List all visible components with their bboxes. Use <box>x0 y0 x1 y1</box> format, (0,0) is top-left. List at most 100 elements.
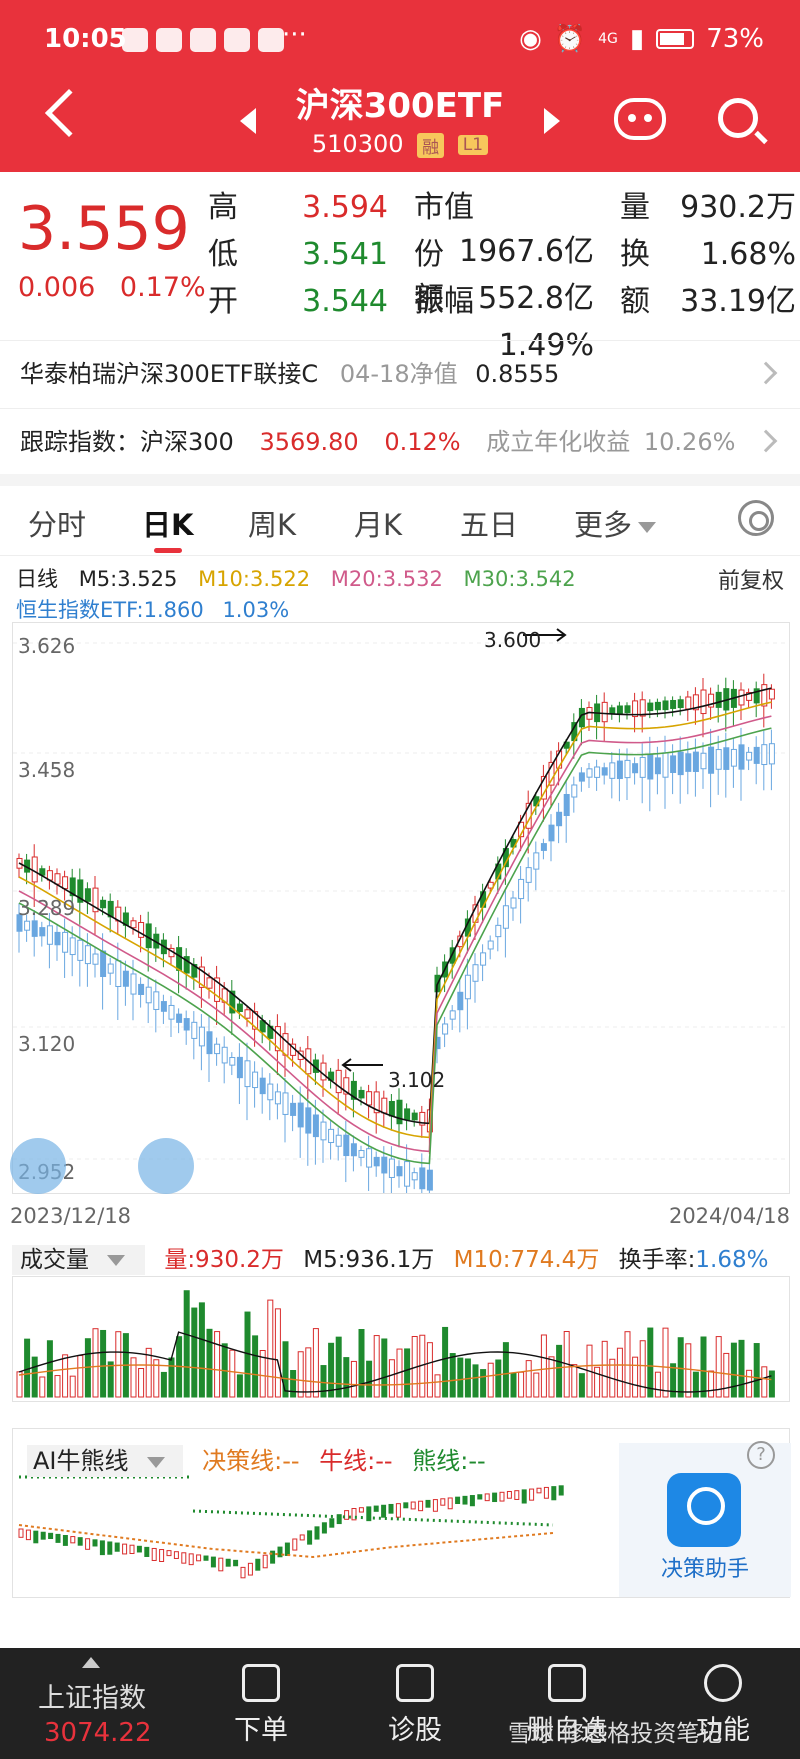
ai-candle <box>225 1558 231 1567</box>
compare-candle <box>153 991 160 1010</box>
ai-selector[interactable]: AI牛熊线 <box>27 1445 183 1477</box>
kline-candle <box>282 1033 289 1056</box>
kline-candle <box>206 977 213 989</box>
change-value: 0.006 <box>18 272 96 303</box>
compare-candle <box>616 760 623 780</box>
ai-candle <box>381 1504 387 1518</box>
ai-candle <box>403 1502 409 1509</box>
compare-candle <box>540 843 547 851</box>
app-notif-icon <box>224 28 250 52</box>
compare-candle <box>381 1156 388 1174</box>
adjust-mode[interactable]: 前复权 <box>717 569 784 594</box>
kline-candle <box>677 699 684 709</box>
ai-candle <box>321 1522 327 1534</box>
compare-candle <box>191 1021 198 1039</box>
compare-candle <box>176 1013 183 1023</box>
ai-candle <box>99 1540 105 1556</box>
next-stock-icon[interactable] <box>544 108 560 134</box>
order-button[interactable]: 下单 <box>206 1664 316 1747</box>
high-annotation: 3.600 <box>484 628 542 652</box>
index-label[interactable]: 上证指数 <box>38 1683 146 1714</box>
tab-five-day[interactable]: 五日 <box>460 508 519 542</box>
ai-candle <box>70 1536 76 1544</box>
volume-bar <box>69 1375 76 1398</box>
tracking-pct: 0.12% <box>384 428 461 456</box>
compare-candle <box>130 973 137 995</box>
prev-stock-icon[interactable] <box>240 108 256 134</box>
diagnose-button[interactable]: 诊股 <box>360 1664 470 1747</box>
search-icon[interactable] <box>718 98 758 138</box>
compare-candle <box>738 744 745 770</box>
y-tick: 3.458 <box>18 758 76 782</box>
tab-more[interactable]: 更多 <box>574 502 657 544</box>
volume-bar <box>335 1336 342 1398</box>
tab-intraday[interactable]: 分时 <box>28 508 87 542</box>
tracking-row[interactable]: 跟踪指数：沪深300 3569.80 0.12% 成立年化收益 10.26% <box>0 408 800 474</box>
stat-turnover: 换 1.68% <box>620 237 796 272</box>
ai-candle <box>440 1498 446 1506</box>
compare-candle <box>100 950 107 978</box>
volume-bar <box>518 1371 525 1398</box>
ai-candle <box>551 1486 557 1501</box>
compare-name: 恒生指数ETF:1.860 <box>16 598 204 622</box>
expand-circle-icon[interactable] <box>10 1138 66 1194</box>
ai-candle <box>299 1534 305 1541</box>
fullscreen-circle-icon[interactable] <box>138 1138 194 1194</box>
ai-candle <box>506 1490 512 1499</box>
volume-bar <box>229 1349 236 1398</box>
tracking-value: 3569.80 <box>259 428 359 456</box>
remove-watchlist-label: 删自选 <box>526 1715 608 1746</box>
volume-bar <box>670 1363 677 1398</box>
ai-candle <box>447 1497 453 1510</box>
volume-bar <box>761 1366 768 1398</box>
ai-candle <box>536 1487 542 1494</box>
ai-candle <box>344 1510 350 1520</box>
tab-daily-k[interactable]: 日K <box>142 508 194 542</box>
compare-candle <box>746 751 753 761</box>
volume-bar <box>206 1328 213 1398</box>
change-pct: 0.17% <box>119 272 206 303</box>
linked-fund-row[interactable]: 华泰柏瑞沪深300ETF联接C 04-18净值 0.8555 <box>0 340 800 406</box>
robot-icon[interactable] <box>614 98 666 140</box>
annual-label: 成立年化收益 <box>486 428 631 456</box>
compare-candle <box>350 1143 357 1157</box>
header: 10:05 ··· ◉ ⏰ 4G ▮ 73% 沪深300ETF 510300 融… <box>0 0 800 172</box>
volume-bar <box>312 1328 319 1398</box>
ai-candle <box>262 1554 268 1569</box>
volume-bar <box>639 1340 646 1398</box>
ai-svg <box>18 1475 564 1579</box>
tab-monthly-k[interactable]: 月K <box>354 508 403 542</box>
battery-percent: 73% <box>706 24 764 54</box>
volume-selector[interactable]: 成交量 <box>12 1245 145 1275</box>
function-button[interactable]: 功能 <box>668 1664 778 1747</box>
compare-candle <box>290 1102 297 1116</box>
compare-candle <box>16 914 23 932</box>
ai-candle <box>18 1528 24 1538</box>
ai-candle <box>529 1488 535 1501</box>
kline-chart[interactable] <box>12 622 790 1219</box>
volume-bar <box>525 1360 532 1398</box>
settings-icon[interactable] <box>738 500 774 536</box>
compare-candle <box>730 748 737 767</box>
ma-line <box>18 701 772 1139</box>
help-icon[interactable]: ? <box>747 1441 775 1469</box>
volume-chart[interactable] <box>12 1276 790 1402</box>
remove-watchlist-button[interactable]: 删自选 <box>512 1664 622 1747</box>
volume-bar <box>624 1331 631 1398</box>
compare-candle <box>639 756 646 778</box>
compare-candle <box>518 878 525 900</box>
volume-bar <box>252 1335 259 1398</box>
volume-bar <box>138 1367 145 1398</box>
compare-candle <box>753 746 760 764</box>
kline-candle <box>654 701 661 711</box>
compare-candle <box>282 1092 289 1115</box>
volume-bar <box>358 1329 365 1398</box>
kline-candle <box>632 700 639 718</box>
chevron-down-icon <box>638 521 657 533</box>
ai-candle <box>151 1547 157 1561</box>
tab-weekly-k[interactable]: 周K <box>248 508 297 542</box>
kline-candle <box>92 887 99 913</box>
volume-bar <box>594 1366 601 1398</box>
stat-amount: 额 33.19亿 <box>620 284 796 319</box>
stock-title: 沪深300ETF <box>295 86 505 126</box>
